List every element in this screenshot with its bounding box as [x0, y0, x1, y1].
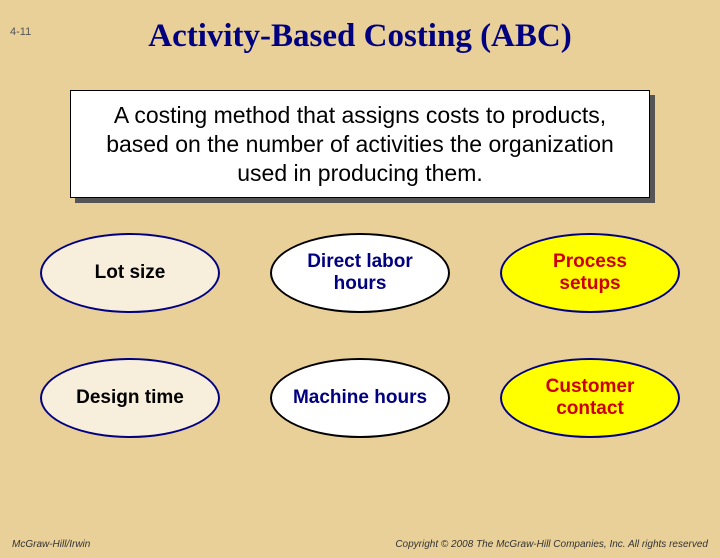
oval-label: Process setups [520, 251, 660, 295]
definition-text: A costing method that assigns costs to p… [106, 102, 614, 186]
slide-title: Activity-Based Costing (ABC) [0, 18, 720, 55]
footer: McGraw-Hill/Irwin Copyright © 2008 The M… [0, 539, 720, 550]
oval-direct-labor-hours: Direct labor hours [270, 233, 450, 313]
oval-process-setups: Process setups [500, 233, 680, 313]
oval-label: Design time [76, 387, 184, 409]
oval-lot-size: Lot size [40, 233, 220, 313]
oval-label: Direct labor hours [290, 251, 430, 295]
oval-label: Machine hours [293, 387, 427, 409]
footer-left: McGraw-Hill/Irwin [12, 539, 90, 550]
oval-machine-hours: Machine hours [270, 358, 450, 438]
oval-label: Lot size [95, 262, 166, 284]
page-number: 4-11 [10, 26, 31, 38]
oval-design-time: Design time [40, 358, 220, 438]
definition-box: A costing method that assigns costs to p… [70, 90, 650, 198]
footer-right: Copyright © 2008 The McGraw-Hill Compani… [395, 539, 708, 550]
ovals-grid: Lot size Direct labor hours Process setu… [30, 233, 690, 438]
oval-label: Customer contact [520, 376, 660, 420]
oval-customer-contact: Customer contact [500, 358, 680, 438]
